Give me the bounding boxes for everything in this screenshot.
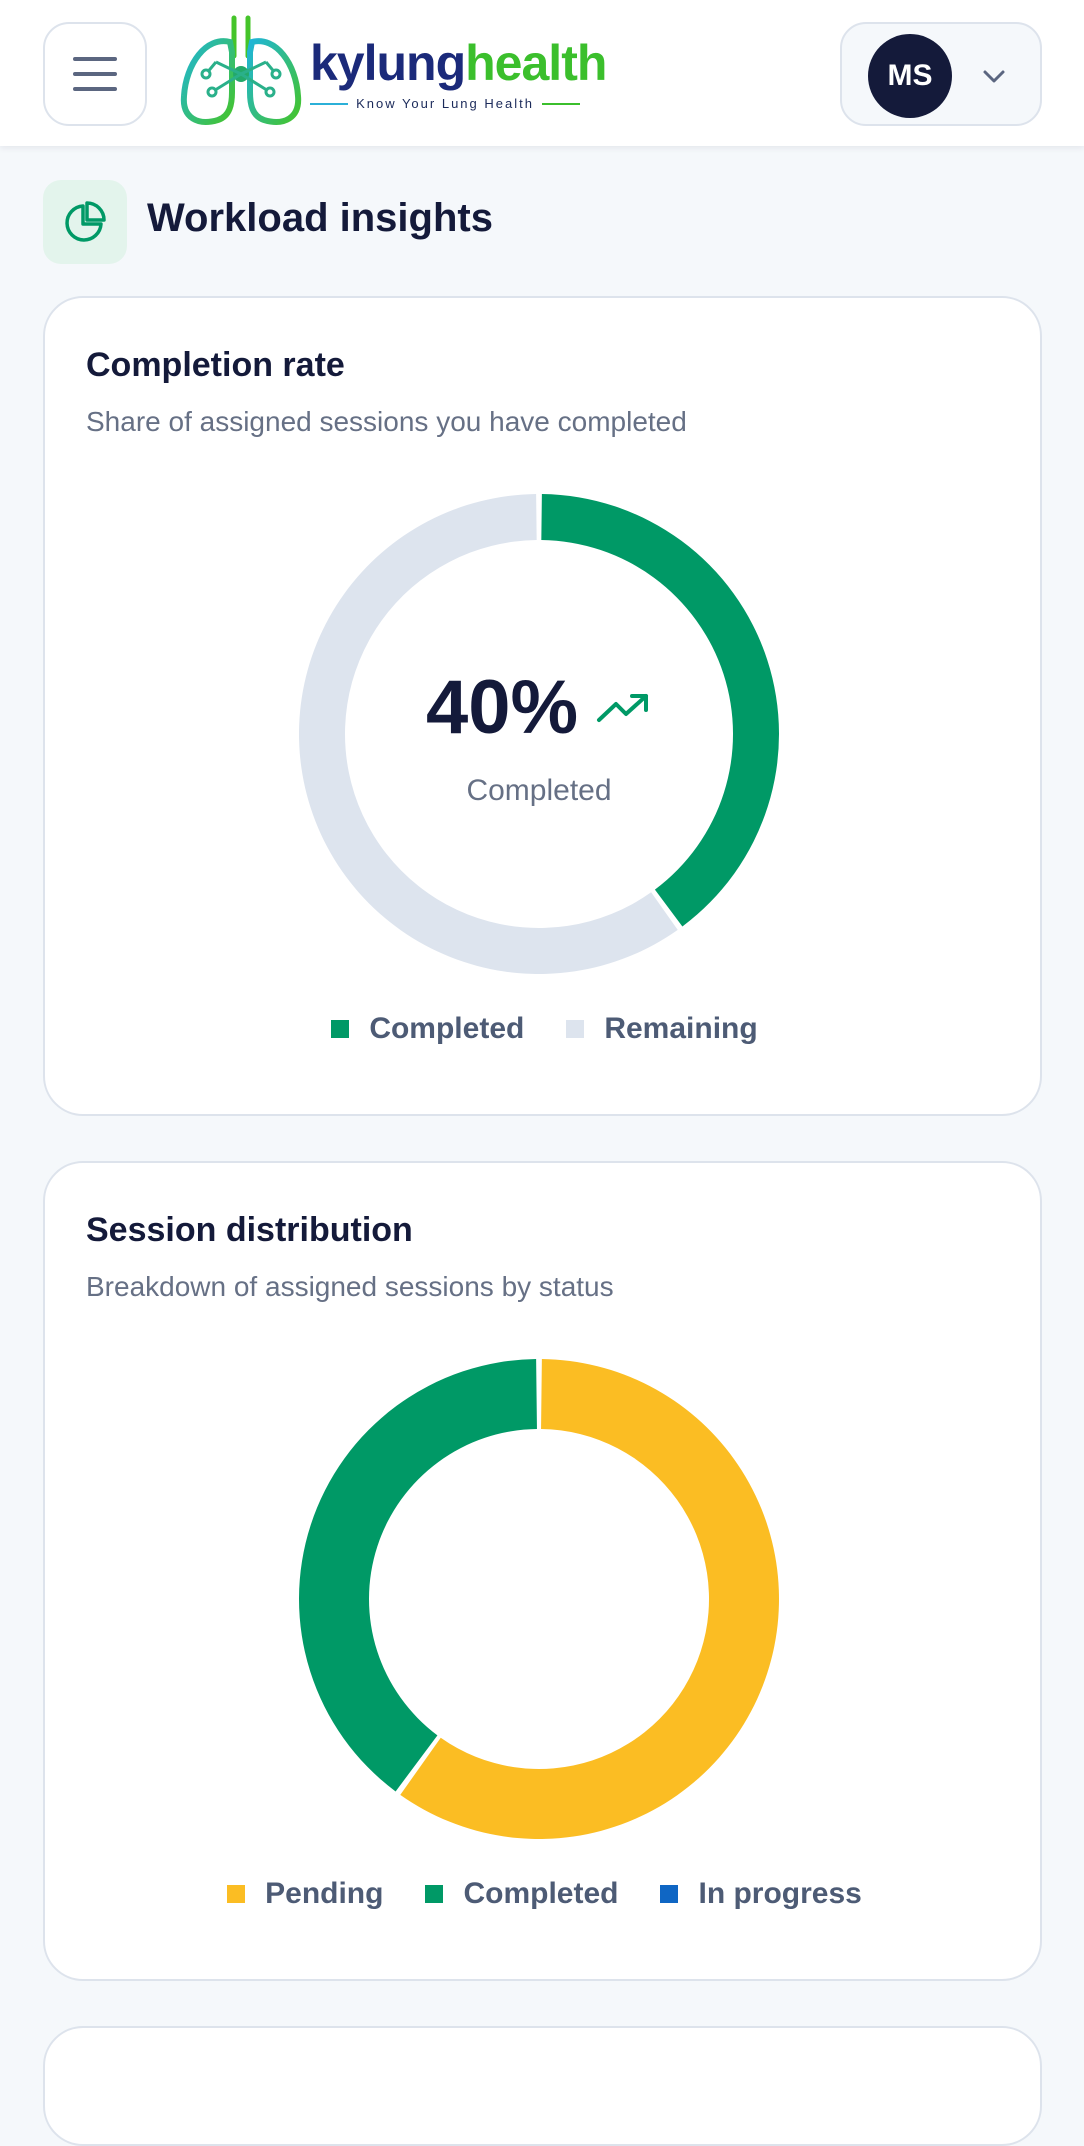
distribution-donut-svg (298, 1359, 779, 1839)
logo[interactable]: kylunghealth Know Your Lung Health (176, 12, 607, 132)
completion-donut-chart: 40% Completed (299, 494, 780, 974)
legend-swatch (566, 1020, 585, 1038)
next-card (43, 2026, 1042, 2146)
completion-percentage: 40% (425, 665, 579, 750)
legend-item-completed[interactable]: Completed (331, 1012, 524, 1046)
logo-tagline: Know Your Lung Health (310, 96, 581, 111)
legend-label: Completed (463, 1877, 619, 1910)
legend-label: In progress (698, 1877, 862, 1910)
legend-swatch (331, 1020, 350, 1038)
chevron-down-icon (983, 70, 1005, 83)
donut-slice-completed[interactable] (541, 494, 780, 927)
legend-item-remaining[interactable]: Remaining (566, 1012, 758, 1046)
pie-chart-icon (65, 201, 106, 242)
card-subtitle: Share of assigned sessions you have comp… (86, 406, 687, 437)
center-value: 40% (299, 670, 779, 746)
card-subtitle: Breakdown of assigned sessions by status (86, 1271, 614, 1302)
center-label: Completed (466, 774, 612, 807)
chart-legend: Completed Remaining (45, 1012, 1044, 1046)
legend-label: Completed (369, 1012, 525, 1045)
legend-item-in-progress[interactable]: In progress (660, 1877, 862, 1911)
legend-label: Pending (265, 1877, 384, 1910)
legend-swatch (425, 1885, 444, 1903)
card-title: Completion rate (86, 346, 345, 384)
trending-up-icon (597, 694, 649, 722)
avatar: MS (868, 34, 952, 118)
top-bar: kylunghealth Know Your Lung Health MS (0, 0, 1084, 146)
legend-swatch (660, 1885, 679, 1903)
legend-item-pending[interactable]: Pending (227, 1877, 383, 1911)
user-menu-button[interactable]: MS (840, 22, 1042, 126)
section-title: Workload insights (147, 196, 493, 240)
donut-slice-pending[interactable] (400, 1359, 779, 1839)
legend-swatch (227, 1885, 246, 1903)
hamburger-icon (73, 57, 117, 91)
completion-rate-card: Completion rate Share of assigned sessio… (43, 296, 1042, 1116)
completion-donut-svg (299, 494, 780, 974)
legend-item-completed[interactable]: Completed (425, 1877, 618, 1911)
section-icon-box (43, 180, 127, 264)
logo-name: kylunghealth (310, 35, 607, 91)
chart-legend: Pending Completed In progress (45, 1877, 1044, 1911)
lungs-logo-icon (180, 15, 302, 125)
donut-slice-completed[interactable] (298, 1359, 537, 1792)
card-title: Session distribution (86, 1211, 413, 1249)
legend-label: Remaining (604, 1012, 758, 1045)
session-distribution-card: Session distribution Breakdown of assign… (43, 1161, 1042, 1981)
menu-button[interactable] (43, 22, 147, 126)
donut-slice-remaining[interactable] (299, 494, 678, 974)
distribution-donut-chart (298, 1359, 779, 1839)
